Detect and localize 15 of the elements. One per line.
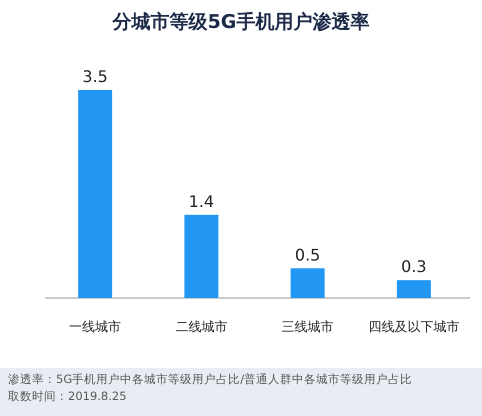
x-tick-label: 一线城市 bbox=[69, 320, 122, 335]
bar bbox=[396, 280, 431, 298]
data-label: 0.3 bbox=[401, 257, 427, 276]
text: 渗透率：5G手机用户中各城市等级用户占比/普通人群中各城市等级用户占比 bbox=[8, 372, 412, 386]
data-label: 0.5 bbox=[294, 245, 320, 264]
bar bbox=[184, 214, 218, 298]
chart-title: 分城市等级5G手机用户渗透率 bbox=[112, 11, 370, 33]
x-tick-label: 四线及以下城市 bbox=[368, 320, 460, 335]
x-tick-label: 三线城市 bbox=[282, 320, 334, 335]
bar bbox=[78, 90, 112, 298]
text: 取数时间：2019.8.25 bbox=[8, 389, 127, 403]
data-label: 3.5 bbox=[82, 67, 108, 86]
bar bbox=[290, 268, 325, 298]
data-label: 1.4 bbox=[188, 192, 214, 211]
x-tick-label: 二线城市 bbox=[175, 320, 228, 335]
